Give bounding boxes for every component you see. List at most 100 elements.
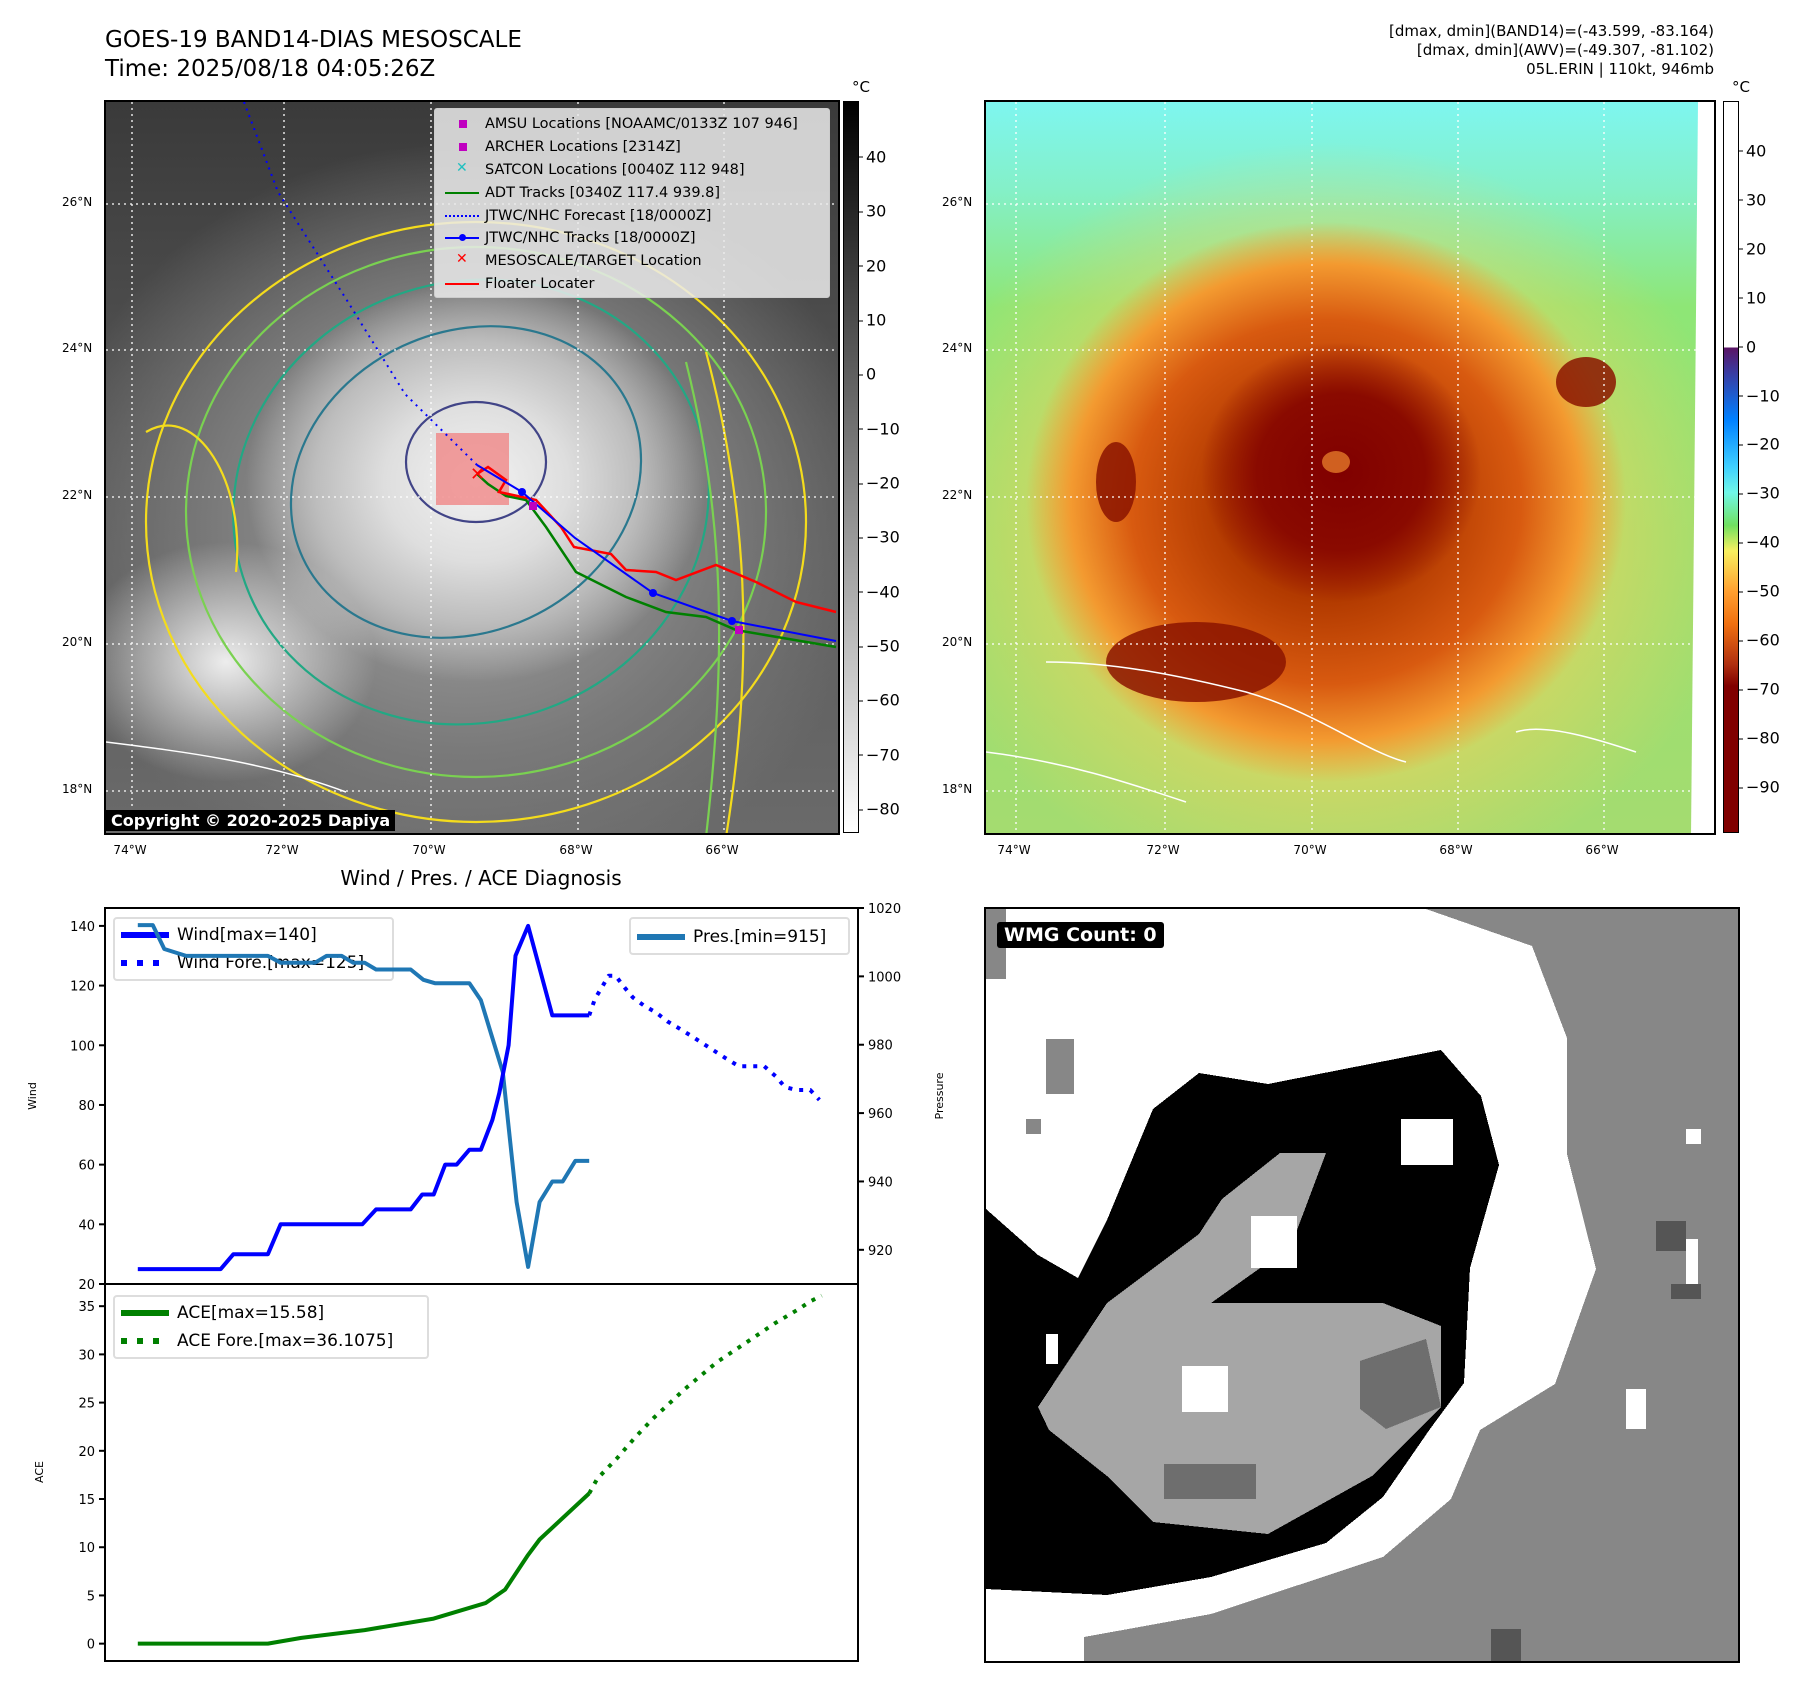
jtwc-forecast-track [243, 102, 478, 466]
colorbar-tick-label: 10 [1737, 288, 1767, 308]
map-legend-label: JTWC/NHC Tracks [18/0000Z] [485, 230, 696, 247]
wind-y-tick-label: 80 [78, 1099, 95, 1114]
ace-y-tick-label: 0 [87, 1638, 95, 1653]
colorbar-tick-label: −40 [1738, 532, 1780, 552]
data-range-info: [dmax, dmin](BAND14)=(-43.599, -83.164) … [1389, 22, 1714, 79]
info-storm: 05L.ERIN | 110kt, 946mb [1526, 60, 1714, 78]
colorbar-tick-label: −20 [1738, 434, 1780, 454]
colorbar-unit-left: °C [852, 78, 870, 96]
storm-eye [1322, 451, 1350, 473]
contour-teal [289, 325, 643, 639]
colorbar-tick-label: −30 [858, 527, 900, 547]
map-legend-label: SATCON Locations [0040Z 112 948] [485, 161, 745, 178]
lon-label: 70°W [1293, 843, 1327, 857]
map-legend-label: ARCHER Locations [2314Z] [485, 139, 681, 156]
map-legend-item: Floater Locater [441, 273, 823, 296]
pressure-y-tick-label: 920 [868, 1244, 893, 1259]
wmg-white-holes [1046, 1119, 1453, 1412]
colorbar-tick-label: 0 [1737, 337, 1757, 357]
lon-label: 68°W [559, 843, 593, 857]
contour-band [684, 361, 721, 833]
legend-label: Wind Fore.[max=125] [177, 953, 365, 973]
amsu-markers [529, 502, 743, 634]
awv-overlays [986, 102, 1714, 833]
lon-label: 72°W [1146, 843, 1180, 857]
colorbar-tick-label: −10 [858, 419, 900, 439]
wind-y-tick-label: 20 [78, 1278, 95, 1293]
solid-line-icon [121, 932, 169, 938]
ace-legend: ACE[max=15.58] ACE Fore.[max=36.1075] [113, 1295, 429, 1359]
figure-title: GOES-19 BAND14-DIAS MESOSCALE Time: 2025… [105, 26, 522, 84]
wmg-grid [986, 909, 1738, 1661]
lat-label: 26°N [942, 195, 973, 209]
wmg-darkgray-region [1164, 1464, 1256, 1499]
dotted-line-icon [441, 209, 485, 223]
lon-label: 74°W [113, 843, 147, 857]
map-legend-item: ADT Tracks [0340Z 117.4 939.8] [441, 181, 823, 204]
dotted-line-icon [121, 960, 169, 966]
lon-label: 66°W [705, 843, 739, 857]
series-line-ace-fore- [587, 1293, 823, 1495]
x-marker-icon: ✕ [456, 159, 468, 176]
mesoscale-target-box [436, 433, 509, 505]
legend-item-wind: Wind[max=140] [121, 921, 386, 949]
colorbar-unit-right: °C [1732, 78, 1750, 96]
square-marker-icon [441, 117, 485, 131]
colorbar-tick-label: −50 [1738, 581, 1780, 601]
lat-label: 22°N [62, 488, 93, 502]
dotted-line-icon [121, 1338, 169, 1344]
map-gridlines [106, 102, 838, 833]
lat-label: 22°N [942, 488, 973, 502]
solid-line-icon [441, 277, 485, 291]
chart-title: Wind / Pres. / ACE Diagnosis [340, 866, 621, 890]
colorbar-tick-label: −40 [858, 582, 900, 602]
lon-label: 70°W [412, 843, 446, 857]
coastline [106, 741, 347, 793]
colorbar-tick-label: 30 [1737, 190, 1767, 210]
line-dot-icon [441, 231, 485, 245]
map-gridlines [986, 102, 1714, 833]
ace-y-tick-label: 10 [78, 1541, 95, 1556]
cold-cloud-patches [1096, 357, 1616, 702]
jtwc-track [476, 464, 837, 642]
lat-label: 18°N [62, 782, 93, 796]
colorbar-tick-label: −70 [858, 745, 900, 765]
legend-label: Pres.[min=915] [693, 927, 827, 947]
square-marker-icon [441, 140, 485, 154]
contour-indigo [404, 400, 548, 524]
lat-label: 20°N [942, 635, 973, 649]
colorbar-tick-label: −30 [1738, 483, 1780, 503]
pressure-y-tick-label: 940 [868, 1175, 893, 1190]
colorbar-tick-label: −60 [1738, 630, 1780, 650]
series-line-wind-fore- [587, 973, 821, 1102]
colorbar-tick-label: −10 [1738, 386, 1780, 406]
colorbar-tick-label: 20 [857, 256, 887, 276]
band14-colorbar [843, 101, 859, 833]
ace-y-tick-label: 35 [78, 1300, 95, 1315]
copyright-label: Copyright © 2020-2025 Dapiya [106, 810, 396, 831]
legend-item-pressure: Pres.[min=915] [637, 921, 842, 953]
y-axis-label-pressure: Pressure [933, 1072, 946, 1119]
lat-label: 24°N [62, 341, 93, 355]
lat-label: 20°N [62, 635, 93, 649]
lat-label: 18°N [942, 782, 973, 796]
colorbar-tick-label: 30 [857, 201, 887, 221]
band14-map: ✕ AMSU Locations [NOAAMC/0133Z 107 946] A… [104, 100, 840, 835]
band14-overlays: ✕ [106, 102, 838, 833]
map-legend: AMSU Locations [NOAAMC/0133Z 107 946] ARC… [434, 108, 830, 298]
floater-locater-track [476, 465, 837, 614]
colorbar-tick-label: 20 [1737, 239, 1767, 259]
legend-label: Wind[max=140] [177, 925, 317, 945]
wind-y-tick-label: 140 [70, 920, 95, 935]
wind-legend: Wind[max=140] Wind Fore.[max=125] [113, 917, 394, 981]
colorbar-tick-label: −60 [858, 690, 900, 710]
legend-label: ACE[max=15.58] [177, 1303, 325, 1323]
map-legend-item: ARCHER Locations [2314Z] [441, 136, 823, 159]
pressure-y-tick-label: 1020 [868, 902, 901, 917]
colorbar-tick-label: −80 [1738, 728, 1780, 748]
wmg-darkgray-region [1360, 1339, 1441, 1429]
wmg-count-badge: WMG Count: 0 [997, 922, 1164, 948]
colorbar-tick-label: −90 [1738, 777, 1780, 797]
series-line-ace [137, 1491, 591, 1646]
legend-item-ace-forecast: ACE Fore.[max=36.1075] [121, 1327, 421, 1355]
